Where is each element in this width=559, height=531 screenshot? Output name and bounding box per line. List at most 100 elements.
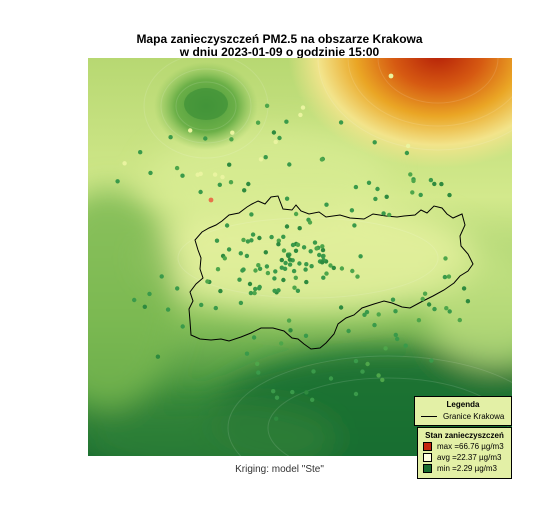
sensor-point bbox=[300, 105, 306, 110]
sensor-point bbox=[165, 307, 171, 312]
sensor-point bbox=[310, 397, 315, 402]
sensor-point bbox=[307, 220, 313, 225]
sensor-point bbox=[251, 335, 257, 340]
sensor-point bbox=[284, 119, 289, 124]
sensor-point bbox=[265, 270, 271, 276]
sensor-point bbox=[228, 180, 234, 185]
sensor-point bbox=[393, 309, 398, 314]
sensor-point bbox=[360, 369, 365, 374]
sensor-point bbox=[443, 256, 448, 261]
sensor-point bbox=[218, 288, 223, 294]
sensor-point bbox=[320, 254, 326, 259]
sensor-point bbox=[237, 277, 242, 282]
sensor-point bbox=[461, 286, 467, 291]
sensor-point bbox=[159, 274, 164, 279]
sensor-point bbox=[245, 239, 251, 244]
sensor-point bbox=[383, 346, 388, 351]
sensor-point bbox=[248, 290, 254, 296]
sensor-point bbox=[349, 208, 355, 213]
sensor-point bbox=[297, 226, 302, 231]
swatch-avg bbox=[423, 453, 432, 462]
sensor-point bbox=[253, 286, 258, 292]
sensor-point bbox=[320, 244, 325, 249]
sensor-point bbox=[217, 182, 222, 187]
sensor-point bbox=[142, 304, 147, 309]
sensor-point bbox=[321, 275, 326, 280]
sensor-point bbox=[138, 150, 143, 155]
sensor-point bbox=[148, 170, 153, 176]
sensor-point bbox=[279, 265, 284, 270]
sensor-point bbox=[312, 240, 318, 245]
sensor-point bbox=[253, 268, 258, 273]
sensor-point bbox=[295, 288, 301, 293]
sensor-point bbox=[281, 234, 286, 239]
sensor-point bbox=[408, 172, 413, 177]
sensor-point bbox=[213, 305, 218, 311]
sensor-point bbox=[215, 267, 221, 272]
sensor-point bbox=[249, 212, 254, 217]
sensor-point bbox=[255, 361, 260, 366]
sensor-point bbox=[324, 202, 329, 207]
sensor-point bbox=[188, 128, 193, 133]
sensor-point bbox=[214, 238, 220, 243]
sensor-point bbox=[291, 268, 297, 274]
sensor-point bbox=[353, 391, 359, 397]
sensor-point bbox=[457, 317, 462, 323]
sensor-point bbox=[381, 211, 386, 216]
sensor-point bbox=[346, 328, 351, 334]
sensor-point bbox=[353, 184, 359, 190]
sensor-point bbox=[420, 296, 425, 302]
sensor-point bbox=[122, 161, 127, 166]
sensor-point bbox=[304, 279, 309, 285]
sensor-point bbox=[387, 212, 392, 218]
sensor-point bbox=[447, 192, 452, 198]
sensor-point bbox=[418, 192, 423, 198]
sensor-point bbox=[404, 150, 410, 156]
sensor-point bbox=[303, 333, 309, 338]
sensor-point bbox=[426, 302, 432, 307]
sensor-point bbox=[205, 279, 210, 284]
sensor-point bbox=[405, 143, 411, 149]
sensor-point bbox=[247, 281, 253, 287]
sensor-point bbox=[276, 238, 281, 243]
sensor-point bbox=[203, 136, 208, 141]
swatch-max bbox=[423, 442, 432, 451]
sensor-point bbox=[308, 249, 313, 254]
sensor-point bbox=[238, 300, 244, 306]
sensor-point bbox=[288, 328, 293, 333]
kriging-surface bbox=[88, 58, 512, 456]
sensor-point bbox=[226, 247, 232, 252]
stat-max-value: 66.76 µg/m3 bbox=[459, 442, 504, 451]
sensor-point bbox=[328, 263, 333, 268]
sensor-point bbox=[290, 242, 296, 248]
sensor-point bbox=[375, 186, 380, 192]
stat-avg-value: 22.37 µg/m3 bbox=[456, 453, 502, 462]
sensor-point bbox=[229, 137, 234, 142]
sensor-point bbox=[198, 189, 203, 195]
sensor-point bbox=[432, 306, 437, 312]
sensor-point bbox=[373, 196, 378, 202]
boundary-label: Granice Krakowa bbox=[443, 412, 505, 421]
sensor-point bbox=[355, 274, 360, 279]
sensor-point bbox=[271, 130, 277, 135]
sensor-point bbox=[338, 120, 344, 125]
sensor-point bbox=[273, 269, 278, 274]
sensor-point bbox=[446, 274, 452, 279]
sensor-point bbox=[411, 178, 416, 184]
sensor-point-pale bbox=[388, 73, 394, 79]
sensor-point bbox=[331, 265, 336, 271]
sensor-point bbox=[244, 351, 250, 356]
sensor-point bbox=[319, 157, 325, 162]
sensor-point bbox=[224, 223, 230, 228]
sensor-point bbox=[338, 305, 344, 310]
sensor-point bbox=[264, 103, 270, 108]
sensor-point bbox=[281, 248, 287, 253]
sensor-point bbox=[301, 245, 307, 250]
sensor-point bbox=[350, 268, 355, 274]
sensor-point bbox=[264, 264, 270, 269]
sensor-point bbox=[293, 248, 299, 253]
sensor-point bbox=[155, 354, 161, 359]
sensor-point bbox=[393, 332, 398, 338]
sensor-point bbox=[257, 284, 262, 290]
sensor-point bbox=[293, 211, 299, 217]
